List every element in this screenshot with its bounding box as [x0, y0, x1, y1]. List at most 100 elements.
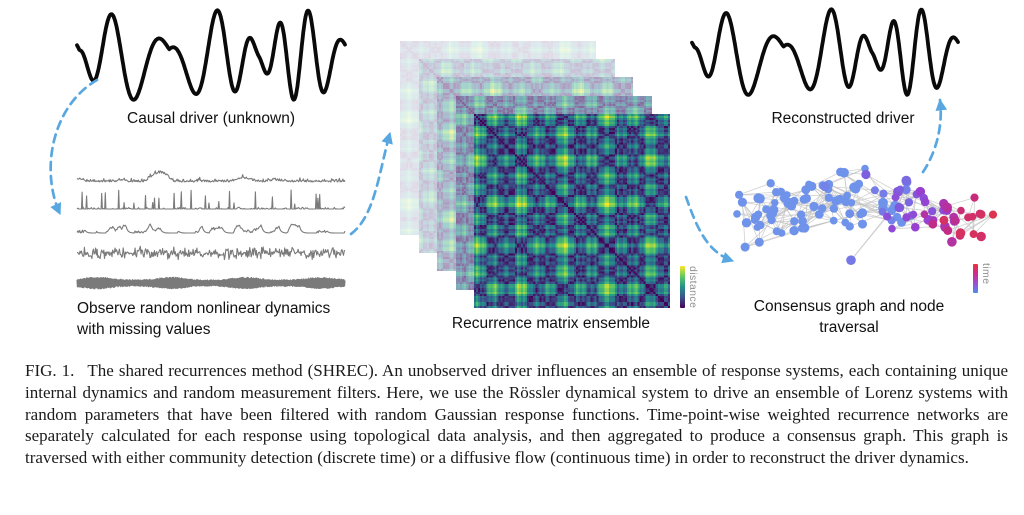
graph-node — [894, 202, 904, 213]
graph-edge — [973, 214, 994, 235]
graph-node — [920, 197, 930, 207]
arrow-observations-to-recurrence — [349, 131, 393, 236]
graph-node — [762, 205, 771, 214]
graph-edge — [742, 201, 895, 206]
graph-node — [928, 207, 937, 216]
graph-node — [846, 255, 856, 265]
observed-series-plot — [76, 170, 346, 290]
graph-edge — [865, 174, 914, 215]
graph-node — [976, 209, 986, 219]
graph-node — [836, 167, 845, 177]
observed-series — [76, 170, 346, 183]
graph-node — [771, 199, 779, 207]
figure-caption-text: The shared recurrences method (SHREC). A… — [25, 361, 1008, 468]
graph-edge — [760, 197, 896, 226]
graph-node — [911, 222, 920, 232]
causal-driver-wave — [75, 8, 347, 102]
arrow-graph-to-reconstruction — [921, 98, 948, 174]
graph-node — [790, 217, 799, 226]
graph-edge — [851, 189, 876, 204]
observed-series — [76, 276, 346, 290]
time-colorbar — [973, 264, 978, 293]
graph-node — [920, 210, 929, 219]
graph-node — [786, 198, 795, 207]
graph-node — [767, 216, 776, 225]
time-colorbar-label: time — [980, 263, 992, 285]
graph-edge — [951, 210, 962, 242]
observed-series — [76, 189, 346, 210]
graph-node — [733, 210, 741, 218]
distance-colorbar-label: distance — [687, 266, 699, 309]
graph-node — [835, 196, 843, 204]
graph-edge — [895, 197, 924, 199]
graph-node — [861, 169, 871, 180]
graph-node — [891, 193, 900, 202]
shrec-figure: Causal driver (unknown) Observe random n… — [49, 7, 998, 338]
graph-node — [845, 209, 855, 219]
graph-node — [942, 202, 952, 212]
graph-node — [829, 204, 839, 213]
figure-caption-label: FIG. 1. — [25, 361, 75, 380]
graph-edge — [738, 182, 771, 196]
graph-node — [737, 197, 748, 207]
graph-node — [970, 193, 979, 202]
graph-node — [904, 198, 914, 207]
graph-node — [750, 215, 760, 224]
graph-node — [783, 191, 791, 199]
graph-node — [968, 212, 977, 221]
graph-node — [943, 226, 953, 235]
graph-node — [800, 223, 810, 233]
graph-node — [955, 228, 966, 238]
graph-node — [818, 204, 827, 213]
flow-arrows — [49, 78, 948, 264]
graph-edge — [900, 207, 933, 212]
graph-node — [969, 230, 978, 239]
reconstructed-driver-wave — [690, 7, 960, 97]
graph-node — [854, 179, 864, 189]
graph-node — [735, 190, 744, 199]
graph-node — [847, 199, 856, 207]
graph-node — [772, 227, 781, 236]
graph-edge — [742, 201, 820, 215]
graph-edge — [850, 216, 888, 261]
graph-node — [772, 188, 781, 197]
graph-node — [896, 185, 904, 194]
graph-node — [796, 210, 806, 219]
graph-node — [988, 210, 998, 219]
observed-series — [76, 223, 346, 234]
graph-node — [845, 222, 854, 231]
graph-edge — [840, 171, 884, 204]
graph-node — [976, 231, 986, 242]
graph-node — [802, 193, 811, 203]
graph-node — [754, 237, 764, 247]
recurrence-matrix — [474, 113, 670, 308]
arrow-driver-to-observations — [49, 78, 99, 216]
graph-node — [824, 193, 834, 202]
graph-node — [766, 179, 775, 188]
graph-node — [888, 224, 896, 233]
graph-node — [928, 219, 938, 229]
graph-node — [883, 212, 892, 221]
arrow-recurrence-to-graph — [684, 195, 735, 264]
graph-node — [878, 197, 888, 208]
graph-node — [957, 206, 965, 215]
graph-node — [741, 218, 752, 228]
graph-edge — [895, 197, 916, 228]
observed-series — [77, 245, 346, 261]
graph-node — [740, 242, 750, 252]
graph-node — [939, 215, 949, 225]
graph-node — [858, 219, 867, 229]
figure-caption: FIG. 1. The shared recurrences method (SH… — [25, 360, 1008, 469]
graph-node — [902, 213, 911, 222]
observations-label: Observe random nonlinear dynamics with m… — [77, 300, 331, 338]
graph-node — [879, 189, 888, 198]
graph-node — [909, 210, 918, 219]
graph-edge — [947, 214, 994, 231]
reconstructed-driver-label: Reconstructed driver — [771, 110, 915, 127]
graph-node — [757, 221, 765, 230]
consensus-graph-nodes — [733, 164, 998, 265]
graph-node — [901, 175, 912, 186]
distance-colorbar — [680, 266, 685, 308]
figure-art — [49, 7, 998, 290]
consensus-graph-label: Consensus graph and node traversal — [753, 298, 945, 336]
